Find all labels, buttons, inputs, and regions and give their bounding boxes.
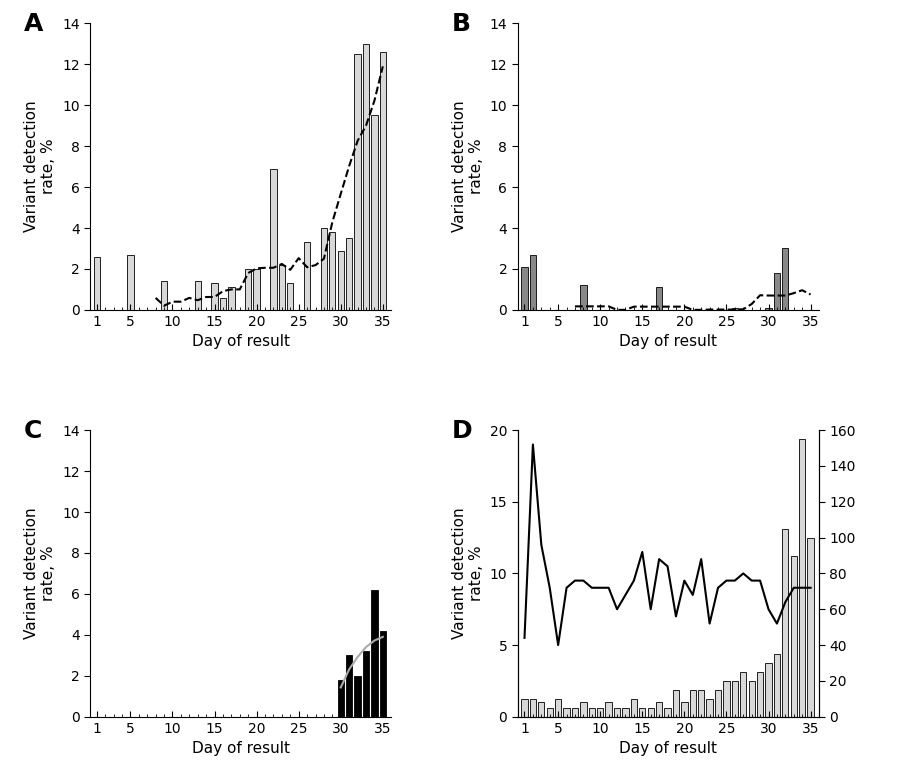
Bar xyxy=(355,54,361,310)
Bar xyxy=(329,232,336,310)
Bar xyxy=(346,655,352,717)
Bar xyxy=(614,708,620,717)
Bar xyxy=(212,284,218,310)
Bar xyxy=(546,708,553,717)
Bar xyxy=(94,256,100,310)
Bar xyxy=(656,703,662,717)
Bar xyxy=(229,287,235,310)
Bar xyxy=(572,708,578,717)
Bar xyxy=(372,115,378,310)
Bar xyxy=(782,529,788,717)
Bar xyxy=(380,52,386,310)
X-axis label: Day of result: Day of result xyxy=(619,334,717,349)
Text: B: B xyxy=(452,12,471,36)
X-axis label: Day of result: Day of result xyxy=(192,334,290,349)
Bar xyxy=(320,228,327,310)
Bar xyxy=(790,555,796,717)
Bar xyxy=(765,308,771,310)
Bar xyxy=(287,284,293,310)
Bar xyxy=(580,703,587,717)
Bar xyxy=(706,699,713,717)
Bar xyxy=(799,439,806,717)
Bar xyxy=(127,255,133,310)
X-axis label: Day of result: Day of result xyxy=(619,741,717,756)
Bar xyxy=(521,699,527,717)
Y-axis label: Variant detection
rate, %: Variant detection rate, % xyxy=(24,508,57,640)
Bar xyxy=(765,663,771,717)
Bar xyxy=(580,285,587,310)
Bar xyxy=(698,690,705,717)
Bar xyxy=(530,699,536,717)
Bar xyxy=(563,708,570,717)
Bar xyxy=(681,703,688,717)
Bar xyxy=(782,249,788,310)
Bar xyxy=(538,703,544,717)
Bar xyxy=(363,651,369,717)
Bar xyxy=(597,708,603,717)
Bar xyxy=(606,703,612,717)
Bar xyxy=(740,672,746,717)
Bar xyxy=(355,675,361,717)
Bar xyxy=(715,690,721,717)
Bar xyxy=(194,281,201,310)
Bar xyxy=(757,672,763,717)
Bar xyxy=(774,654,780,717)
Bar xyxy=(338,251,344,310)
Bar xyxy=(530,255,536,310)
Bar xyxy=(245,269,251,310)
Bar xyxy=(749,681,755,717)
Bar xyxy=(279,265,285,310)
Text: D: D xyxy=(452,419,472,442)
Bar xyxy=(372,590,378,717)
Bar xyxy=(689,690,696,717)
Bar xyxy=(363,44,369,310)
Y-axis label: Variant detection
rate, %: Variant detection rate, % xyxy=(452,100,484,232)
Bar xyxy=(338,680,344,717)
Bar xyxy=(774,273,780,310)
Bar xyxy=(622,708,628,717)
Bar xyxy=(380,631,386,717)
Bar xyxy=(270,169,276,310)
Bar xyxy=(589,708,595,717)
Bar xyxy=(346,238,352,310)
X-axis label: Day of result: Day of result xyxy=(192,741,290,756)
Text: C: C xyxy=(23,419,42,442)
Bar xyxy=(304,242,310,310)
Bar xyxy=(656,287,662,310)
Bar xyxy=(724,681,730,717)
Bar xyxy=(807,538,814,717)
Bar xyxy=(648,708,654,717)
Bar xyxy=(664,708,670,717)
Bar xyxy=(555,699,562,717)
Bar xyxy=(673,690,680,717)
Bar xyxy=(732,681,738,717)
Y-axis label: Variant detection
rate, %: Variant detection rate, % xyxy=(24,100,57,232)
Bar xyxy=(639,708,645,717)
Text: A: A xyxy=(23,12,43,36)
Bar xyxy=(161,281,167,310)
Bar xyxy=(631,699,637,717)
Bar xyxy=(254,269,260,310)
Bar xyxy=(732,308,738,310)
Bar xyxy=(220,298,226,310)
Y-axis label: Variant detection
rate, %: Variant detection rate, % xyxy=(452,508,484,640)
Bar xyxy=(521,267,527,310)
